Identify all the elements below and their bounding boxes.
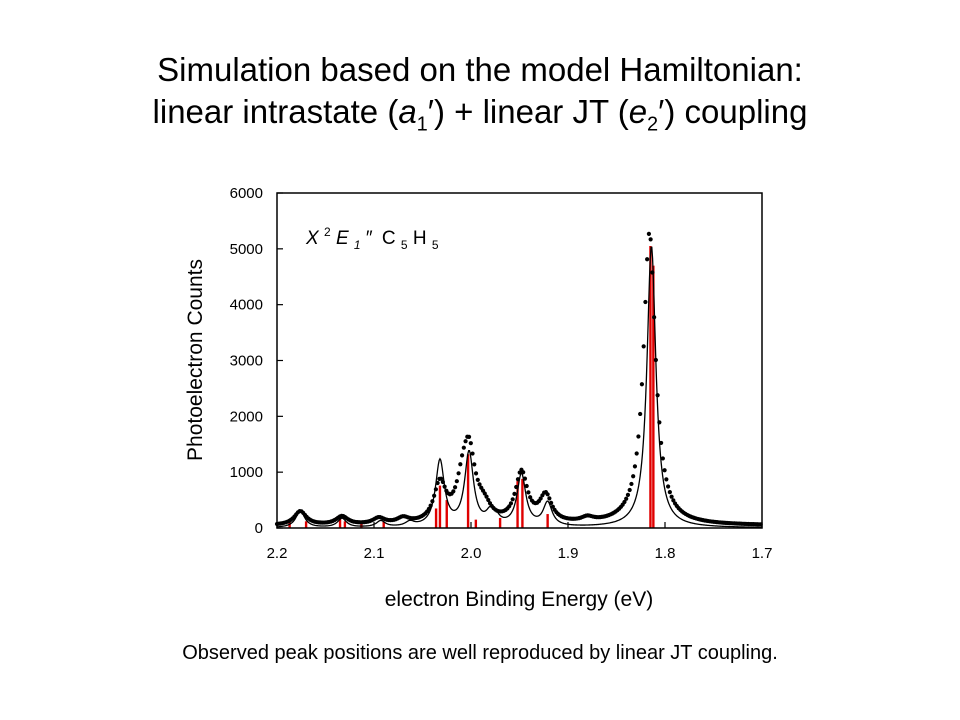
y-tick-label: 1000 bbox=[230, 464, 263, 481]
y-tick-label: 0 bbox=[255, 520, 263, 537]
x-tick-label: 1.8 bbox=[655, 545, 676, 562]
observed-data-point bbox=[634, 451, 639, 456]
observed-data-point bbox=[521, 470, 526, 475]
observed-data-point bbox=[458, 462, 463, 467]
observed-data-point bbox=[456, 471, 461, 476]
observed-data-point bbox=[639, 382, 645, 387]
x-tick-label: 1.9 bbox=[558, 545, 579, 562]
observed-data-point bbox=[622, 499, 627, 505]
observed-data-point bbox=[549, 500, 554, 505]
y-tick-label: 2000 bbox=[230, 408, 263, 425]
observed-data-point bbox=[669, 494, 674, 499]
slide-title-line2: linear intrastate (a1′) + linear JT (e2′… bbox=[152, 93, 808, 136]
y-tick-label: 6000 bbox=[230, 185, 263, 202]
observed-data-point bbox=[666, 484, 671, 489]
observed-data-point bbox=[648, 237, 653, 242]
observed-data-point bbox=[631, 474, 636, 479]
observed-data-point bbox=[477, 482, 482, 487]
x-tick-label: 2.2 bbox=[267, 545, 288, 562]
observed-data-point bbox=[428, 503, 433, 508]
observed-data-point bbox=[459, 453, 465, 458]
observed-data-point bbox=[659, 440, 664, 446]
observed-data-point bbox=[547, 496, 552, 501]
observed-data-point bbox=[650, 270, 655, 275]
observed-data-point bbox=[461, 445, 466, 450]
observed-data-point bbox=[671, 498, 676, 503]
observed-data-point bbox=[472, 462, 477, 467]
observed-data-point bbox=[652, 315, 657, 320]
observed-data-point bbox=[662, 468, 667, 473]
observed-data-point bbox=[538, 496, 543, 501]
observed-data-point bbox=[632, 464, 638, 469]
observed-data-point bbox=[522, 476, 528, 481]
observed-data-point bbox=[514, 484, 519, 490]
y-tick-label: 4000 bbox=[230, 297, 263, 314]
observed-data-point bbox=[510, 497, 515, 502]
observed-data-point bbox=[625, 492, 631, 497]
observed-data-point bbox=[463, 439, 468, 444]
observed-data-point bbox=[655, 393, 660, 398]
observed-data-point bbox=[482, 491, 487, 496]
observed-data-point bbox=[473, 471, 479, 476]
observed-data-point bbox=[430, 499, 435, 504]
simulated-spectrum-line bbox=[276, 246, 763, 528]
x-axis-label: electron Binding Energy (eV) bbox=[385, 588, 653, 611]
observed-data-point bbox=[515, 477, 521, 482]
observed-data-point bbox=[440, 479, 445, 485]
observed-data-point bbox=[627, 487, 632, 493]
observed-data-point bbox=[643, 299, 648, 305]
observed-data-point bbox=[550, 504, 555, 509]
observed-data-point bbox=[664, 477, 669, 482]
observed-data-point bbox=[653, 357, 658, 363]
observed-data-point bbox=[624, 496, 629, 501]
observed-data-point bbox=[466, 434, 472, 439]
observed-data-point bbox=[629, 481, 634, 487]
observed-data-point bbox=[526, 490, 531, 495]
observed-data-point bbox=[468, 441, 473, 446]
y-tick-label: 5000 bbox=[230, 241, 263, 258]
x-tick-label: 1.7 bbox=[752, 545, 773, 562]
observed-data-point bbox=[657, 420, 662, 425]
observed-data-point bbox=[484, 494, 489, 499]
observed-data-point bbox=[641, 344, 646, 349]
observed-data-point bbox=[486, 497, 491, 503]
observed-data-point bbox=[470, 451, 475, 456]
slide-caption: Observed peak positions are well reprodu… bbox=[182, 642, 778, 664]
observed-data-point bbox=[636, 434, 641, 439]
x-tick-label: 2.1 bbox=[364, 545, 385, 562]
observed-data-point bbox=[508, 501, 514, 506]
observed-data-point bbox=[667, 490, 672, 495]
observed-data-point bbox=[433, 487, 438, 492]
observed-data-point bbox=[439, 476, 444, 481]
y-axis-label: Photoelectron Counts bbox=[184, 259, 207, 461]
observed-data-point bbox=[475, 477, 480, 482]
observed-data-point bbox=[432, 493, 437, 498]
observed-data-point bbox=[646, 231, 652, 236]
observed-data-point bbox=[528, 495, 533, 500]
observed-data-point bbox=[545, 492, 550, 497]
y-tick-label: 3000 bbox=[230, 353, 263, 370]
observed-data-point bbox=[645, 257, 650, 262]
observed-data-point bbox=[442, 484, 447, 489]
observed-data-point bbox=[454, 479, 459, 484]
observed-data-point bbox=[435, 480, 440, 486]
observed-data-point bbox=[452, 485, 458, 490]
observed-data-point bbox=[512, 491, 517, 496]
observed-data-point bbox=[660, 456, 665, 461]
state-annotation: X 2 E 1 ″ C 5 H 5 bbox=[305, 220, 439, 254]
x-tick-label: 2.0 bbox=[461, 545, 482, 562]
observed-data-point bbox=[426, 506, 431, 511]
observed-data-point bbox=[451, 489, 456, 494]
observed-data-point bbox=[524, 483, 529, 489]
observed-data-point bbox=[638, 411, 643, 417]
slide-title-line1: Simulation based on the model Hamiltonia… bbox=[157, 51, 803, 88]
